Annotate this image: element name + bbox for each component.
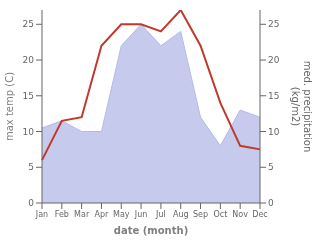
svg-text:max temp (C): max temp (C): [8, 72, 15, 141]
svg-text:Dec: Dec: [252, 210, 267, 219]
svg-text:Aug: Aug: [173, 210, 189, 219]
svg-text:Oct: Oct: [213, 210, 227, 219]
svg-text:0: 0: [28, 198, 34, 208]
svg-text:10: 10: [268, 127, 280, 137]
svg-text:25: 25: [268, 19, 279, 29]
svg-text:med. precipitation(kg/m2): med. precipitation(kg/m2): [290, 61, 310, 153]
svg-text:10: 10: [23, 127, 35, 137]
svg-text:0: 0: [268, 198, 274, 208]
svg-text:25: 25: [23, 19, 34, 29]
svg-text:15: 15: [268, 91, 279, 101]
svg-text:Sep: Sep: [193, 210, 208, 219]
svg-text:15: 15: [23, 91, 34, 101]
svg-text:5: 5: [28, 162, 34, 172]
svg-text:5: 5: [268, 162, 274, 172]
svg-text:Feb: Feb: [55, 210, 69, 219]
svg-text:20: 20: [268, 55, 280, 65]
svg-text:Jul: Jul: [155, 210, 166, 219]
svg-text:date (month): date (month): [114, 225, 188, 236]
svg-text:Mar: Mar: [74, 210, 90, 219]
svg-text:Jun: Jun: [134, 210, 148, 219]
svg-text:Nov: Nov: [232, 210, 248, 219]
svg-text:Jan: Jan: [35, 210, 48, 219]
svg-text:Apr: Apr: [95, 210, 110, 219]
svg-text:20: 20: [23, 55, 35, 65]
svg-text:May: May: [113, 210, 130, 219]
